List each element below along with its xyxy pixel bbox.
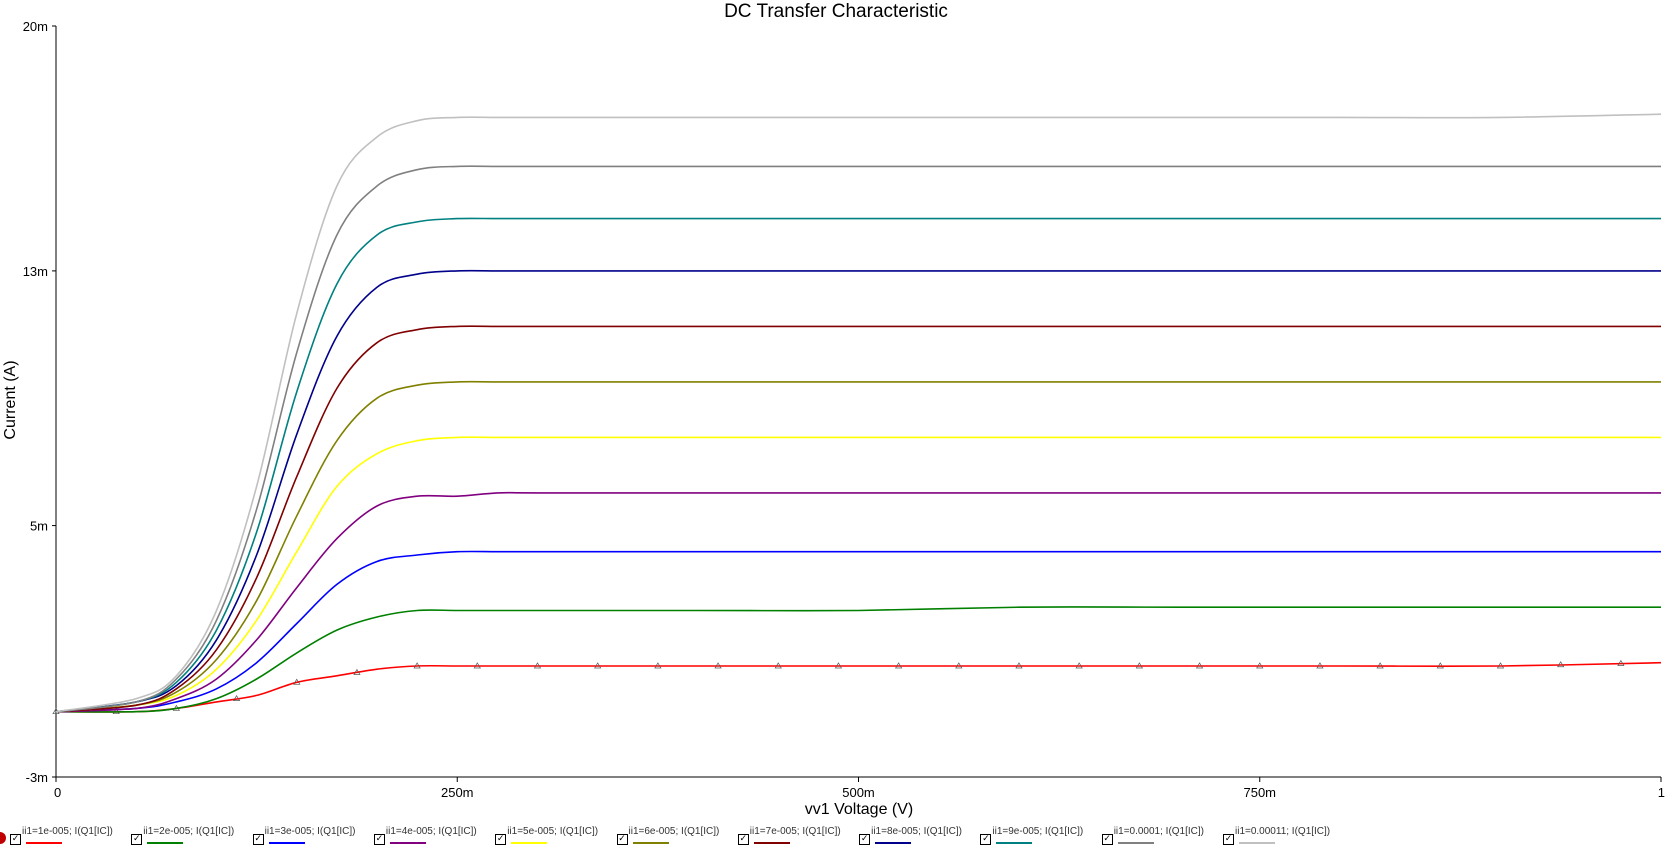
x-tick-label: 0	[54, 785, 61, 800]
series-marker	[1376, 662, 1384, 669]
x-axis-label: vv1 Voltage (V)	[805, 801, 914, 818]
legend-swatch	[389, 842, 426, 844]
legend-swatch	[753, 842, 790, 844]
x-tick-label: 500m	[842, 785, 875, 800]
series-marker	[1256, 662, 1264, 669]
legend-checkbox[interactable]: ✓	[252, 834, 264, 845]
series-marker	[1316, 662, 1324, 669]
series-line-7	[55, 325, 1661, 713]
axes	[55, 26, 1661, 778]
series-marker	[1075, 662, 1083, 669]
legend-selection-marker	[0, 832, 6, 844]
series-line-6	[55, 380, 1661, 713]
x-tick-label: 750m	[1243, 785, 1276, 800]
series-line-8	[55, 269, 1661, 713]
legend-label: ii1=4e-005; I(Q1[IC])	[385, 826, 477, 837]
series-marker	[774, 662, 782, 669]
x-tick-label: 250m	[441, 785, 474, 800]
y-tick-label: -3m	[26, 770, 48, 785]
x-ticks: 0 250m 500m 750m 1	[54, 777, 1665, 800]
series-marker	[1557, 661, 1565, 668]
legend-label: ii1=0.0001; I(Q1[IC])	[1113, 826, 1205, 837]
x-tick-label: 1	[1658, 785, 1665, 800]
series-line-10	[55, 165, 1661, 713]
legend-swatch	[1239, 842, 1275, 844]
legend-checkbox[interactable]: ✓	[616, 834, 628, 845]
series-marker	[955, 662, 963, 669]
legend-checkbox[interactable]: ✓	[10, 834, 21, 845]
series-marker	[1135, 662, 1143, 669]
legend-label: ii1=8e-005; I(Q1[IC])	[871, 826, 962, 837]
legend-checkbox[interactable]: ✓	[373, 834, 385, 845]
legend-checkbox[interactable]: ✓	[980, 834, 992, 845]
series-line-4	[55, 491, 1661, 713]
series-marker	[594, 662, 602, 669]
series-line-1	[55, 661, 1662, 713]
legend-swatch	[632, 842, 669, 844]
series-marker	[232, 694, 241, 701]
series-marker	[1496, 662, 1505, 669]
series-line-11	[55, 113, 1662, 713]
series-marker	[895, 662, 903, 669]
legend-checkbox[interactable]: ✓	[859, 834, 871, 845]
y-ticks: 20m 13m 5m -3m	[23, 19, 56, 785]
legend-label: ii1=9e-005; I(Q1[IC])	[992, 826, 1084, 837]
legend-swatch	[996, 842, 1033, 844]
y-tick-label: 5m	[30, 519, 48, 534]
legend-label: ii1=3e-005; I(Q1[IC])	[264, 826, 356, 837]
series-marker	[1436, 662, 1444, 669]
chart-title: DC Transfer Characteristic	[724, 1, 948, 22]
legend-label: ii1=0.00011; I(Q1[IC])	[1235, 826, 1331, 837]
series-marker	[1195, 662, 1204, 669]
series-line-9	[55, 217, 1661, 713]
legend-swatch	[875, 842, 912, 844]
legend-swatch	[268, 842, 305, 844]
legend-label: ii1=6e-005; I(Q1[IC])	[628, 826, 720, 837]
legend-checkbox[interactable]: ✓	[1101, 834, 1113, 845]
legend-checkbox[interactable]: ✓	[495, 834, 507, 845]
legend-label: ii1=7e-005; I(Q1[IC])	[749, 826, 841, 837]
y-axis-label: Current (A)	[2, 360, 19, 439]
series-marker	[654, 662, 662, 669]
series-line-5	[55, 436, 1661, 713]
series-marker	[1617, 659, 1625, 666]
series-marker	[714, 662, 722, 669]
series-marker	[1015, 662, 1023, 669]
series-marker	[834, 662, 843, 669]
y-tick-label: 13m	[23, 264, 48, 279]
y-tick-label: 20m	[23, 19, 48, 34]
legend-swatch	[26, 842, 62, 844]
series-marker	[293, 678, 301, 685]
legend-checkbox[interactable]: ✓	[737, 834, 749, 845]
series-marker	[473, 662, 481, 669]
series-marker	[533, 662, 542, 669]
legend-checkbox[interactable]: ✓	[1223, 834, 1234, 845]
legend-swatch	[1117, 842, 1154, 844]
series-line-2	[55, 606, 1661, 713]
legend: ✓ ii1=1e-005; I(Q1[IC]) ✓ ii1=2e-005; I(Q1[…	[0, 818, 1673, 854]
series-marker	[413, 662, 421, 669]
legend-label: ii1=1e-005; I(Q1[IC])	[22, 826, 113, 837]
series-lines	[52, 113, 1662, 715]
series-line-3	[55, 550, 1661, 713]
legend-swatch	[147, 842, 184, 844]
legend-checkbox[interactable]: ✓	[131, 834, 143, 845]
dc-transfer-chart: DC Transfer Characteristic 20m 13m 5m -3m 0…	[2, 1, 1665, 818]
legend-label: ii1=5e-005; I(Q1[IC])	[507, 826, 599, 837]
legend-label: ii1=2e-005; I(Q1[IC])	[143, 826, 235, 837]
legend-swatch	[511, 842, 548, 844]
series-marker	[353, 668, 361, 675]
